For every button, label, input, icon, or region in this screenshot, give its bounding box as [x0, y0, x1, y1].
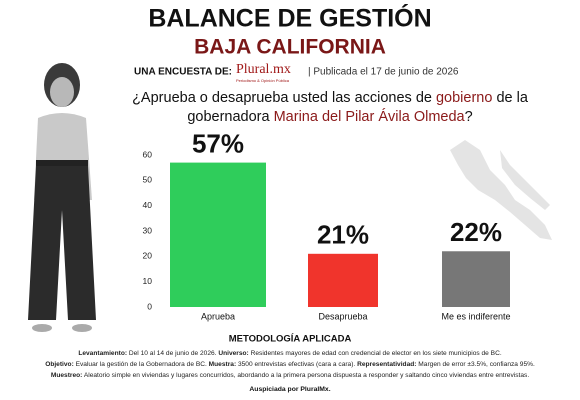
methodology-line: Objetivo: Evaluar la gestión de la Gober…: [45, 361, 535, 368]
question-line: ¿Aprueba o desaprueba usted las acciones…: [132, 90, 529, 106]
question-line: gobernadora Marina del Pilar Ávila Olmed…: [187, 108, 472, 125]
y-tick-label: 50: [143, 175, 153, 185]
methodology-label: Universo:: [218, 350, 248, 357]
value-label: 57%: [192, 128, 244, 158]
sponsor: Auspiciada por PluralMx.: [249, 386, 330, 393]
logo: Plural.mx: [236, 62, 291, 77]
methodology-label: Muestreo:: [51, 372, 83, 379]
bar-chart: 0 10 20 30 40 50 60 57% Aprueba 21% Desaprueba 22% M…: [143, 128, 511, 321]
methodology-label: Levantamiento:: [78, 350, 127, 357]
bar: [170, 162, 266, 307]
question-highlight: Marina del Pilar Ávila Olmeda: [274, 108, 466, 125]
methodology: METODOLOGÍA APLICADA Levantamiento: Del 1…: [45, 334, 535, 393]
bar: [442, 251, 510, 307]
methodology-text: Evaluar la gestión de la Gobernadora de …: [74, 361, 209, 368]
person-photo: [28, 63, 96, 332]
y-tick-label: 60: [143, 149, 153, 159]
y-tick-label: 20: [143, 251, 153, 261]
map-silhouette: [450, 140, 552, 240]
published-date: | Publicada el 17 de junio de 2026: [308, 67, 459, 78]
y-tick-label: 0: [147, 301, 152, 311]
methodology-label: Representatividad:: [357, 361, 416, 368]
x-tick-label: Desaprueba: [318, 311, 367, 321]
question-text: gobernadora: [187, 109, 273, 125]
question: ¿Aprueba o desaprueba usted las acciones…: [132, 90, 529, 125]
methodology-line: Muestreo: Aleatorio simple en viviendas …: [51, 372, 529, 379]
x-tick-label: Me es indiferente: [441, 311, 510, 321]
y-tick-label: 10: [143, 276, 153, 286]
question-text: ¿Aprueba o desaprueba usted las acciones…: [132, 90, 436, 106]
title: BALANCE DE GESTIÓN: [148, 3, 431, 33]
question-highlight: gobierno: [436, 90, 492, 106]
methodology-label: Objetivo:: [45, 361, 74, 368]
methodology-title: METODOLOGÍA APLICADA: [229, 334, 352, 345]
question-text: de la: [492, 90, 528, 106]
logo-tagline: Periodismo & Opinión Pública: [236, 78, 290, 83]
question-text: ?: [465, 109, 473, 125]
value-label: 21%: [317, 220, 369, 250]
survey-by: UNA ENCUESTA DE:: [134, 67, 232, 78]
methodology-text: Aleatorio simple en viviendas y lugares …: [82, 372, 529, 379]
y-tick-label: 30: [143, 225, 153, 235]
bar: [308, 253, 378, 307]
methodology-label: Muestra:: [209, 361, 236, 368]
methodology-text: Residentes mayores de edad con credencia…: [249, 350, 502, 357]
x-tick-label: Aprueba: [201, 311, 235, 321]
methodology-text: Del 10 al 14 de junio de 2026.: [127, 350, 218, 357]
methodology-text: Margen de error ±3.5%, confianza 95%.: [416, 361, 535, 368]
methodology-line: Levantamiento: Del 10 al 14 de junio de …: [78, 350, 502, 357]
methodology-text: 3500 entrevistas efectivas (cara a cara)…: [236, 361, 357, 368]
y-tick-label: 40: [143, 200, 153, 210]
value-label: 22%: [450, 217, 502, 247]
subtitle: BAJA CALIFORNIA: [194, 36, 386, 59]
